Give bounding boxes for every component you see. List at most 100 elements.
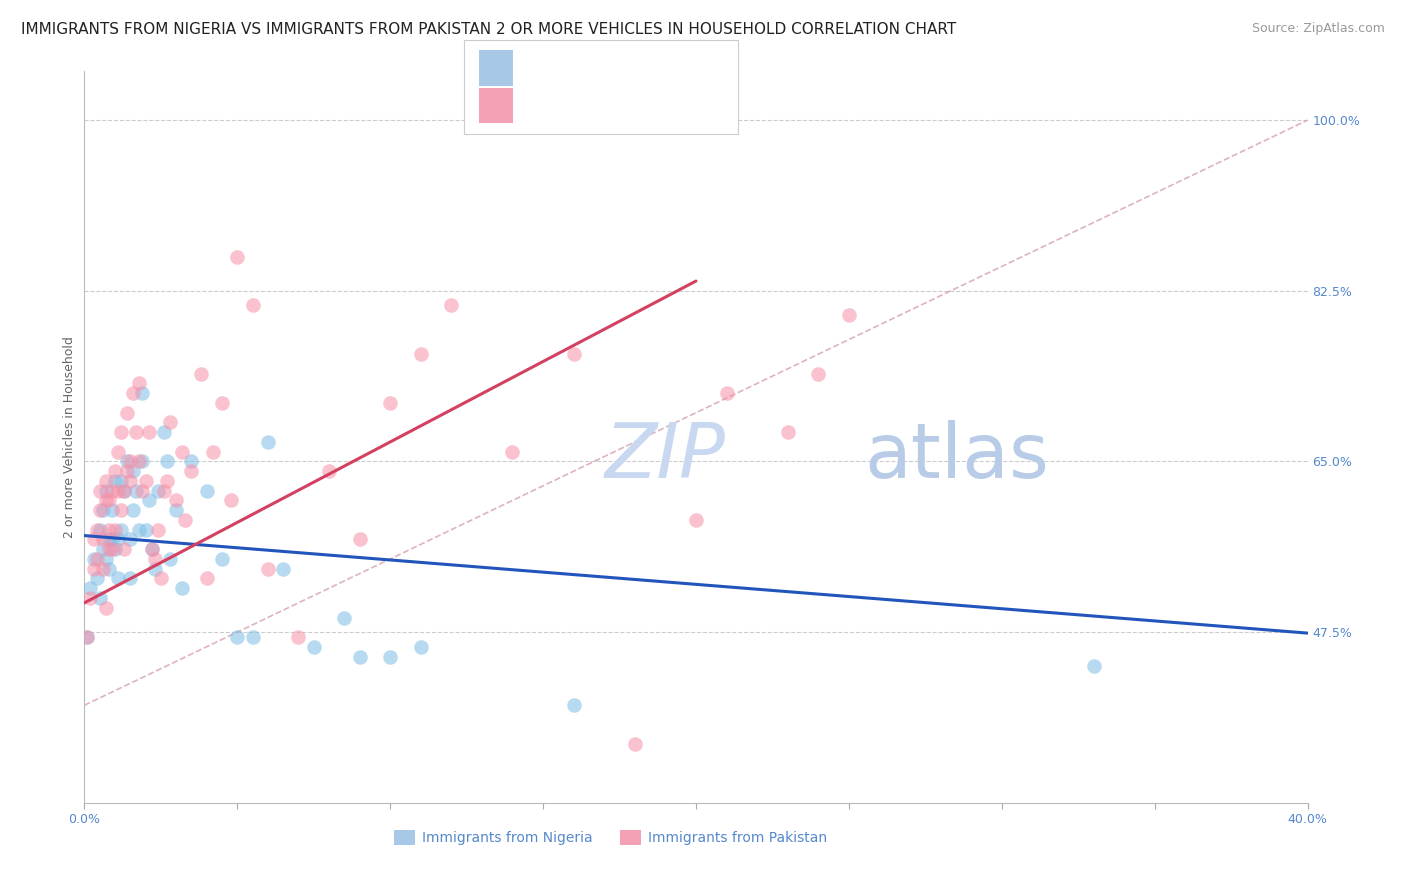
Point <box>97 562 120 576</box>
Point <box>226 630 249 644</box>
Point <box>91 503 114 517</box>
Point <box>115 464 138 478</box>
Point <box>89 591 111 605</box>
Point <box>143 552 166 566</box>
Point <box>153 425 176 440</box>
Point <box>242 630 264 644</box>
Point <box>138 425 160 440</box>
Point <box>120 572 142 586</box>
Point <box>76 630 98 644</box>
Point <box>101 533 124 547</box>
Point <box>104 464 127 478</box>
Point <box>349 649 371 664</box>
Point <box>153 483 176 498</box>
Point <box>440 298 463 312</box>
Point <box>83 562 105 576</box>
Point <box>257 562 280 576</box>
Point <box>211 396 233 410</box>
Point <box>409 640 432 654</box>
Point <box>174 513 197 527</box>
Point <box>302 640 325 654</box>
Text: Source: ZipAtlas.com: Source: ZipAtlas.com <box>1251 22 1385 36</box>
Point <box>79 581 101 595</box>
Point <box>685 513 707 527</box>
Point <box>122 503 145 517</box>
Point <box>125 483 148 498</box>
Text: 54: 54 <box>637 60 662 78</box>
Point <box>776 425 799 440</box>
Point <box>172 581 194 595</box>
Point <box>120 533 142 547</box>
Point <box>271 562 294 576</box>
Point <box>211 552 233 566</box>
Point <box>128 376 150 391</box>
Text: IMMIGRANTS FROM NIGERIA VS IMMIGRANTS FROM PAKISTAN 2 OR MORE VEHICLES IN HOUSEH: IMMIGRANTS FROM NIGERIA VS IMMIGRANTS FR… <box>21 22 956 37</box>
Point <box>110 474 132 488</box>
Point <box>115 406 138 420</box>
Point <box>242 298 264 312</box>
Point <box>86 552 108 566</box>
Point <box>807 367 830 381</box>
Point <box>110 503 132 517</box>
Point <box>89 503 111 517</box>
Point <box>94 600 117 615</box>
Point <box>104 474 127 488</box>
Point <box>349 533 371 547</box>
Point <box>101 503 124 517</box>
Point <box>159 416 181 430</box>
Point <box>131 454 153 468</box>
Point <box>135 474 157 488</box>
Point <box>110 523 132 537</box>
Point <box>86 572 108 586</box>
Text: 70: 70 <box>637 96 662 114</box>
Point <box>107 483 129 498</box>
Point <box>131 386 153 401</box>
Point <box>91 542 114 557</box>
Point <box>128 523 150 537</box>
Point <box>180 464 202 478</box>
Point <box>97 533 120 547</box>
Text: N =: N = <box>609 60 648 78</box>
Text: 0.398: 0.398 <box>555 96 607 114</box>
Point <box>201 444 224 458</box>
Point <box>562 698 585 713</box>
Point <box>146 483 169 498</box>
Point <box>716 386 738 401</box>
Point <box>79 591 101 605</box>
Text: N =: N = <box>609 96 648 114</box>
Point <box>624 737 647 751</box>
Point <box>165 503 187 517</box>
Point <box>141 542 163 557</box>
Point <box>172 444 194 458</box>
Point <box>112 483 135 498</box>
Point <box>101 542 124 557</box>
Point <box>101 483 124 498</box>
Point <box>115 454 138 468</box>
Y-axis label: 2 or more Vehicles in Household: 2 or more Vehicles in Household <box>63 336 76 538</box>
Point <box>104 542 127 557</box>
Point <box>122 464 145 478</box>
Point <box>97 542 120 557</box>
Point <box>97 493 120 508</box>
Point <box>94 493 117 508</box>
Point <box>125 425 148 440</box>
Point <box>138 493 160 508</box>
Point <box>333 610 356 624</box>
Point <box>104 523 127 537</box>
Text: ZIP: ZIP <box>605 419 725 493</box>
Point <box>89 523 111 537</box>
Point <box>190 367 212 381</box>
Point <box>112 483 135 498</box>
Point <box>91 562 114 576</box>
Point <box>409 347 432 361</box>
Point <box>94 552 117 566</box>
Point <box>380 649 402 664</box>
Point <box>107 444 129 458</box>
Point <box>83 552 105 566</box>
Point <box>122 386 145 401</box>
Point <box>149 572 172 586</box>
Legend: Immigrants from Nigeria, Immigrants from Pakistan: Immigrants from Nigeria, Immigrants from… <box>388 825 832 851</box>
Point <box>146 523 169 537</box>
Point <box>110 425 132 440</box>
Point <box>131 483 153 498</box>
